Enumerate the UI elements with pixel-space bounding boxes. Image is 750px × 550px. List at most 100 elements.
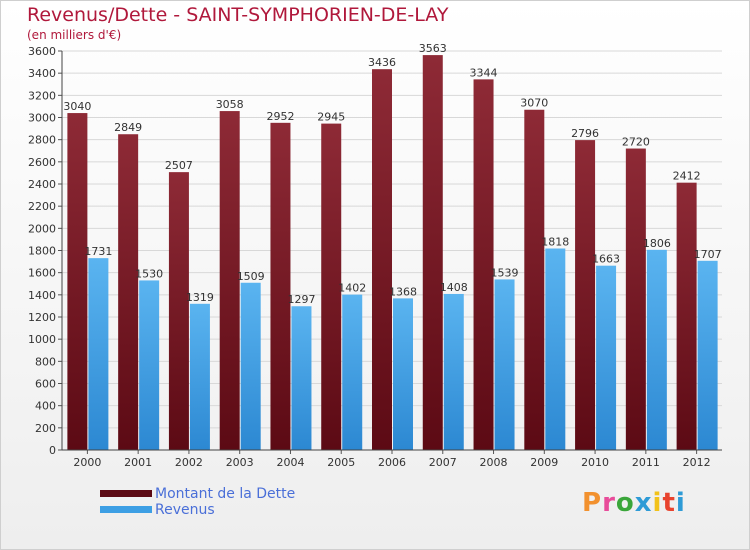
- revenue-bar: [646, 249, 667, 450]
- y-tick-label: 3600: [28, 45, 56, 58]
- debt-bar: [270, 122, 291, 450]
- debt-bar: [118, 134, 139, 450]
- revenue-value-label: 1408: [440, 281, 468, 294]
- legend-label-debt: Montant de la Dette: [155, 486, 296, 502]
- debt-bar: [67, 113, 88, 451]
- x-tick-label: 2003: [226, 456, 254, 469]
- y-tick-label: 2600: [28, 156, 56, 169]
- debt-bar: [524, 109, 545, 450]
- y-tick-label: 2800: [28, 134, 56, 147]
- revenue-value-label: 1319: [186, 291, 214, 304]
- revenue-value-label: 1806: [643, 237, 671, 250]
- debt-bar: [575, 140, 596, 451]
- x-tick-label: 2004: [276, 456, 304, 469]
- revenue-value-label: 1530: [135, 267, 163, 280]
- x-tick-label: 2011: [632, 456, 660, 469]
- x-tick-label: 2007: [429, 456, 457, 469]
- revenue-bar: [443, 293, 464, 450]
- logo-letter: r: [602, 488, 616, 518]
- debt-value-label: 2952: [266, 110, 294, 123]
- debt-bar: [473, 79, 494, 450]
- y-tick-label: 800: [35, 355, 56, 368]
- y-tick-label: 3000: [28, 112, 56, 125]
- logo-letter: t: [662, 488, 676, 518]
- revenue-bar: [596, 265, 617, 450]
- revenue-bar: [189, 303, 210, 450]
- revenue-bar: [545, 248, 566, 450]
- chart-subtitle: (en milliers d'€): [27, 28, 122, 42]
- revenue-bar: [697, 260, 718, 450]
- x-tick-label: 2012: [683, 456, 711, 469]
- revenue-bar: [342, 294, 363, 450]
- revenue-value-label: 1402: [338, 282, 366, 295]
- y-tick-label: 1800: [28, 245, 56, 258]
- revenue-bar: [291, 306, 312, 450]
- revenue-value-label: 1731: [84, 245, 112, 258]
- y-tick-label: 2000: [28, 222, 56, 235]
- y-tick-label: 200: [35, 422, 56, 435]
- y-tick-label: 3200: [28, 89, 56, 102]
- debt-bar: [625, 148, 646, 451]
- revenue-value-label: 1297: [287, 293, 315, 306]
- y-tick-label: 2400: [28, 178, 56, 191]
- y-tick-label: 1400: [28, 289, 56, 302]
- revenue-value-label: 1509: [237, 270, 265, 283]
- debt-value-label: 3344: [470, 66, 498, 79]
- logo-letter: x: [634, 488, 653, 518]
- legend-swatch-debt: [100, 490, 152, 497]
- legend-label-revenue: Revenus: [155, 502, 215, 518]
- bars: [67, 55, 718, 451]
- revenue-bar: [494, 279, 515, 450]
- y-tick-label: 1600: [28, 267, 56, 280]
- debt-bar: [321, 123, 342, 451]
- debt-bar: [372, 69, 392, 450]
- logo-letter: P: [582, 488, 603, 518]
- logo-letter: o: [615, 488, 635, 518]
- y-tick-label: 2200: [28, 200, 56, 213]
- debt-value-label: 3058: [216, 98, 244, 111]
- debt-value-label: 3040: [63, 100, 91, 113]
- debt-value-label: 2507: [165, 159, 193, 172]
- y-tick-label: 400: [35, 400, 56, 413]
- axes: [61, 51, 722, 451]
- logo-letter: i: [652, 488, 663, 518]
- debt-bar: [422, 55, 443, 451]
- debt-value-label: 2720: [622, 136, 650, 149]
- x-axis-ticks: 2000 2001 2002 2003 2004 2005 2006 2007 2008 2009…: [73, 450, 711, 469]
- x-tick-label: 2002: [175, 456, 203, 469]
- debt-bar: [168, 172, 189, 450]
- y-tick-label: 600: [35, 378, 56, 391]
- y-tick-label: 1000: [28, 333, 56, 346]
- revenue-value-label: 1539: [491, 266, 519, 279]
- revenue-bar: [139, 280, 160, 450]
- debt-value-label: 2796: [571, 127, 599, 140]
- debt-bar: [219, 111, 240, 451]
- x-tick-label: 2009: [530, 456, 558, 469]
- debt-value-label: 3070: [520, 97, 548, 110]
- revenue-value-label: 1818: [541, 236, 569, 249]
- revenue-bar: [88, 258, 109, 450]
- data-labels: 3040 1731 2849 1530 2507 1319 3058 1509 2952 1297…: [63, 42, 721, 306]
- legend-swatch-revenue: [100, 506, 152, 513]
- x-tick-label: 2006: [378, 456, 406, 469]
- y-tick-label: 0: [49, 444, 56, 457]
- x-tick-label: 2005: [327, 456, 355, 469]
- proxiti-logo: Proxiti: [582, 488, 686, 518]
- revenue-value-label: 1368: [389, 285, 417, 298]
- debt-bar: [676, 182, 697, 451]
- debt-value-label: 3563: [419, 42, 447, 55]
- y-axis-ticks: 0 200 400 600 800 1000 1200 1400 1600 1800 2000 220…: [28, 45, 62, 457]
- revenue-bar: [393, 298, 413, 450]
- revenue-bar: [240, 282, 261, 450]
- revenue-value-label: 1707: [694, 248, 722, 261]
- y-tick-label: 1200: [28, 311, 56, 324]
- x-tick-label: 2000: [73, 456, 101, 469]
- debt-value-label: 2412: [673, 170, 701, 183]
- debt-value-label: 3436: [368, 56, 396, 69]
- debt-value-label: 2849: [114, 121, 142, 134]
- revenue-value-label: 1663: [592, 253, 620, 266]
- x-tick-label: 2001: [124, 456, 152, 469]
- logo-letter: i: [675, 488, 686, 518]
- x-tick-label: 2008: [480, 456, 508, 469]
